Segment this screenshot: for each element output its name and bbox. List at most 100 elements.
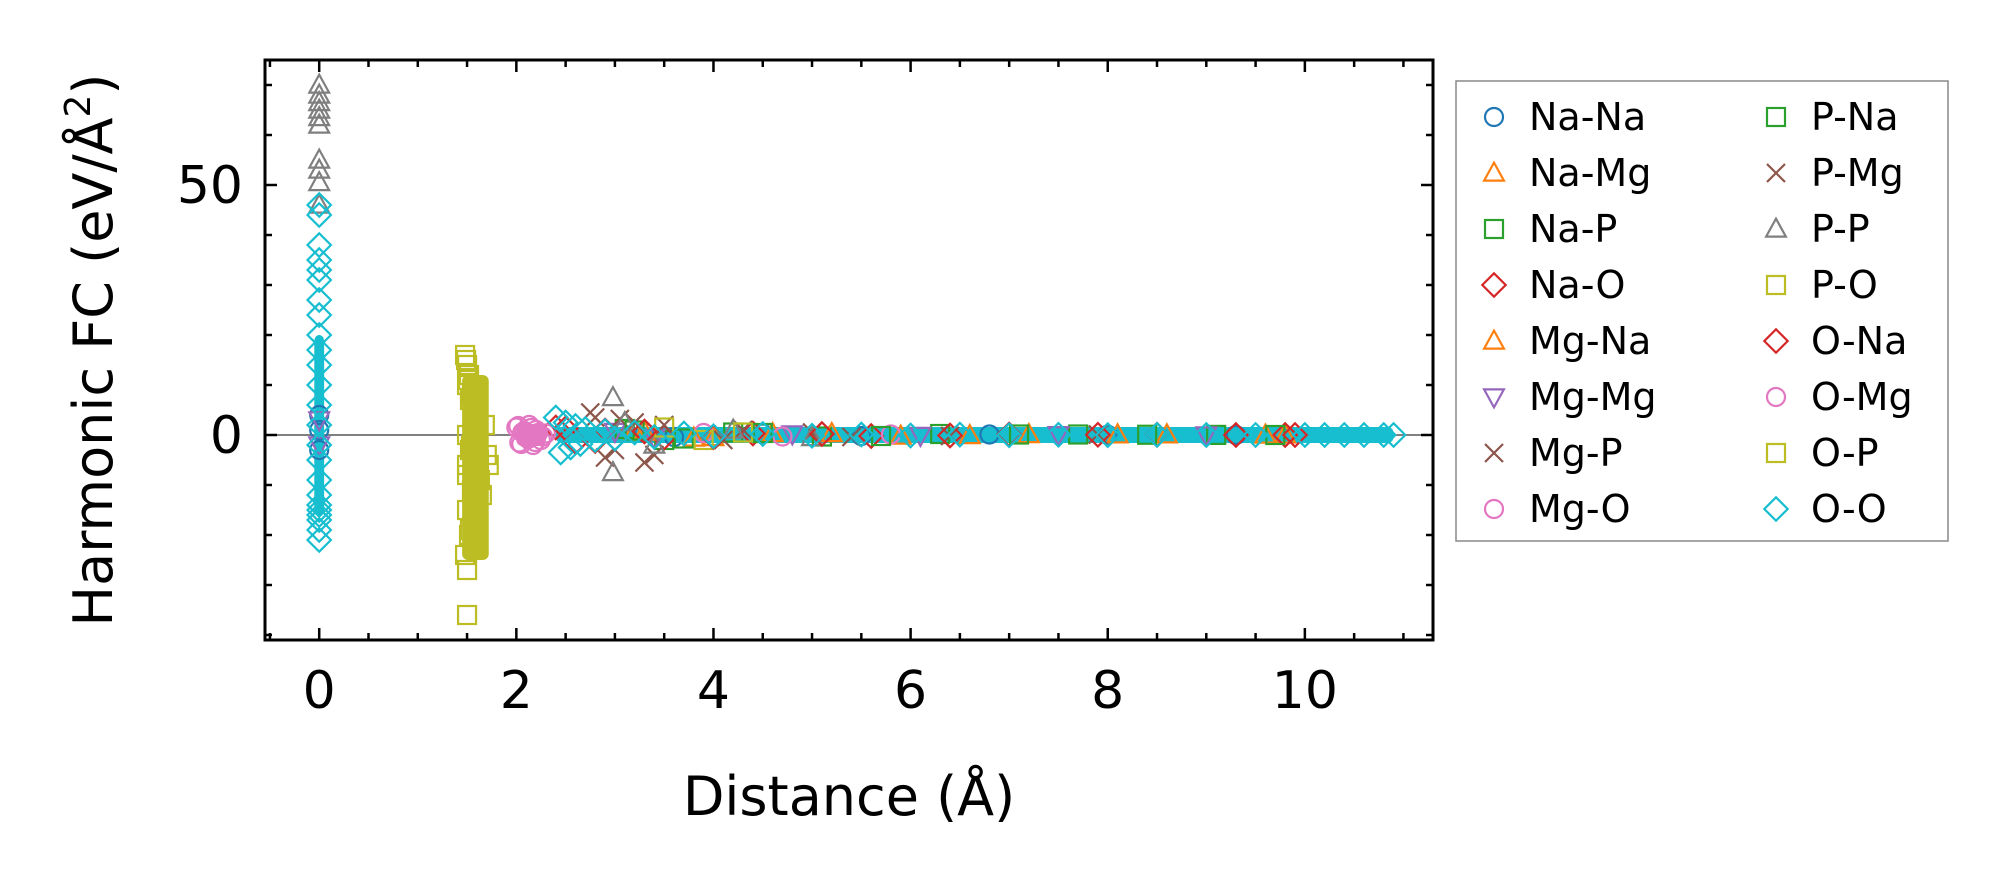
point-o-p — [459, 519, 481, 541]
point-p-o — [693, 429, 714, 451]
legend-item: O-P — [1765, 431, 1879, 475]
point-o-mg — [527, 422, 549, 444]
point-o-o — [305, 506, 333, 534]
legend-label: Na-O — [1529, 263, 1625, 307]
legend-marker — [1765, 274, 1787, 296]
point-o-o — [305, 501, 333, 529]
point-o-o — [1370, 421, 1397, 449]
point-o-o — [305, 496, 333, 524]
point-o-mg — [532, 426, 554, 447]
point-o-o — [1350, 421, 1378, 449]
legend-marker — [1765, 386, 1787, 408]
point-o-o — [581, 426, 609, 454]
point-o-o — [305, 491, 333, 519]
point-p-p — [307, 192, 331, 214]
point-o-o — [552, 409, 579, 436]
legend-marker — [1483, 218, 1505, 240]
point-na-na — [309, 439, 330, 461]
legend-marker — [1766, 163, 1786, 183]
point-o-o — [567, 430, 594, 458]
x-tick-label: 0 — [303, 661, 336, 721]
point-o-o — [305, 526, 333, 554]
point-o-o — [1331, 421, 1358, 449]
x-tick-label: 10 — [1272, 661, 1338, 721]
legend-marker — [1482, 328, 1506, 350]
tick-labels: 0 2 4 6 8 10 0 50 — [177, 156, 1338, 721]
point-p-p — [800, 424, 824, 447]
legend-item: O-Mg — [1765, 375, 1913, 419]
point-o-p — [456, 559, 478, 581]
point-na-o — [739, 420, 767, 447]
point-o-p — [476, 444, 497, 466]
point-mg-mg — [1194, 426, 1219, 448]
legend-label: Mg-Mg — [1529, 375, 1657, 419]
legend-label: O-P — [1811, 431, 1879, 475]
point-p-p — [307, 104, 331, 127]
point-o-p — [474, 414, 495, 436]
point-o-o — [305, 466, 333, 494]
point-o-p — [459, 389, 481, 411]
point-na-o — [857, 422, 885, 450]
point-mg-na — [819, 420, 844, 443]
point-o-na — [1222, 421, 1250, 449]
point-o-o — [305, 336, 333, 364]
point-mg-mg — [908, 426, 933, 449]
legend-label: Na-P — [1529, 207, 1617, 251]
legend-marker — [1482, 388, 1506, 410]
point-mg-mg — [780, 425, 805, 447]
series-o-p — [455, 349, 497, 626]
legend-label: Na-Mg — [1529, 151, 1651, 195]
point-na-o — [542, 414, 570, 441]
point-o-o — [305, 201, 333, 229]
legend-marker — [1483, 106, 1505, 128]
point-p-p — [307, 157, 331, 179]
point-na-na — [309, 419, 330, 441]
point-p-p — [307, 82, 331, 104]
point-o-o — [897, 422, 924, 449]
point-o-o — [305, 351, 333, 379]
point-o-o — [1094, 421, 1121, 449]
point-p-na — [673, 428, 695, 449]
point-o-na — [808, 420, 836, 448]
point-o-o — [305, 231, 333, 259]
point-o-o — [305, 266, 333, 294]
legend-label: P-Mg — [1811, 151, 1904, 195]
point-o-o — [946, 421, 974, 448]
legend-label: Mg-P — [1529, 431, 1623, 475]
legend-item: Na-O — [1480, 263, 1625, 307]
legend-marker — [1765, 442, 1787, 464]
point-mg-mg — [1046, 426, 1071, 448]
y-axis-title-superscript: 2 — [58, 95, 99, 118]
legend-item: Mg-Mg — [1482, 375, 1657, 419]
legend-item: Mg-O — [1483, 487, 1631, 531]
point-o-o — [641, 423, 668, 451]
legend-item: Na-P — [1483, 207, 1617, 251]
legend-item: Na-Na — [1483, 95, 1646, 139]
legend-marker — [1482, 160, 1506, 182]
series-o-o — [305, 191, 1407, 554]
point-o-o — [305, 256, 333, 284]
point-mg-na — [1105, 422, 1130, 444]
legend-label: P-Na — [1811, 95, 1899, 139]
legend-item: P-Na — [1765, 95, 1899, 139]
point-na-mg — [1155, 422, 1179, 444]
point-o-o — [305, 411, 333, 439]
point-mg-p — [634, 452, 655, 473]
x-tick-label: 8 — [1091, 661, 1124, 721]
point-o-o — [700, 422, 727, 450]
point-o-o — [995, 421, 1023, 449]
point-p-na — [1008, 424, 1030, 445]
point-o-p — [456, 499, 478, 521]
point-o-o — [305, 481, 333, 509]
legend-label: O-Mg — [1811, 375, 1913, 419]
point-o-o — [305, 516, 333, 544]
x-tick-label: 6 — [894, 661, 927, 721]
legend-marker — [1483, 498, 1505, 520]
point-o-o — [1193, 421, 1220, 449]
legend-item: O-Na — [1762, 319, 1907, 363]
legend-label: O-O — [1811, 487, 1887, 531]
plot-frame — [263, 58, 1435, 642]
x-axis-title: Distance (Å) — [683, 764, 1015, 828]
legend-marker — [1765, 106, 1787, 128]
x-tick-label: 2 — [500, 661, 533, 721]
